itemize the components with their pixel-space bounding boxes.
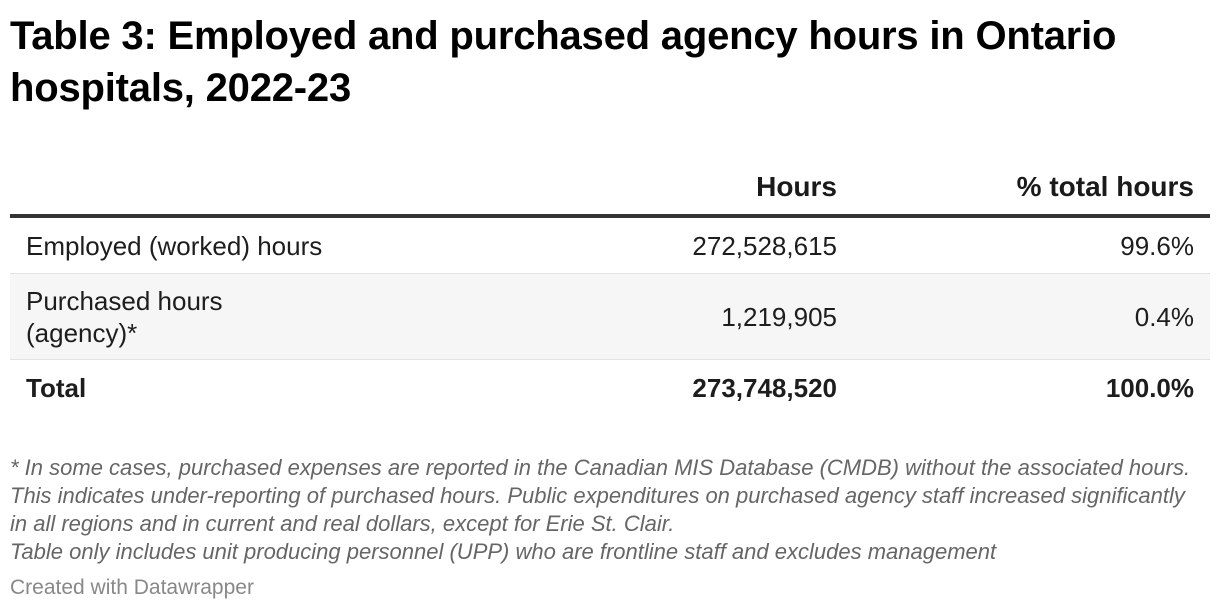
row-hours: 272,528,615 bbox=[692, 230, 837, 261]
table-row: Purchased hours (agency)* 1,219,905 0.4% bbox=[10, 274, 1210, 360]
row-label-line2: (agency)* bbox=[26, 317, 138, 348]
total-pct: 100.0% bbox=[1105, 372, 1194, 403]
row-pct: 0.4% bbox=[1134, 301, 1194, 332]
row-pct: 99.6% bbox=[1120, 230, 1194, 261]
header-pct-total-hours[interactable]: % total hours bbox=[1016, 171, 1194, 202]
total-hours: 273,748,520 bbox=[692, 372, 837, 403]
header-hours[interactable]: Hours bbox=[756, 171, 837, 202]
table-row: Employed (worked) hours 272,528,615 99.6… bbox=[10, 218, 1210, 274]
row-label-line1: Purchased hours bbox=[26, 285, 223, 316]
row-label: Employed (worked) hours bbox=[26, 230, 323, 261]
page-title: Table 3: Employed and purchased agency h… bbox=[10, 14, 1117, 110]
footnotes: * In some cases, purchased expenses are … bbox=[10, 454, 1205, 566]
row-label: Purchased hours (agency)* bbox=[10, 285, 600, 349]
footnote-agency: * In some cases, purchased expenses are … bbox=[10, 455, 1191, 536]
row-hours: 1,219,905 bbox=[721, 301, 837, 332]
table-total-row: Total 273,748,520 100.0% bbox=[10, 360, 1210, 415]
data-table: Hours % total hours Employed (worked) ho… bbox=[10, 160, 1210, 415]
datawrapper-credit[interactable]: Created with Datawrapper bbox=[10, 576, 254, 599]
total-label: Total bbox=[26, 372, 87, 403]
footnote-upp: Table only includes unit producing perso… bbox=[10, 539, 997, 564]
table-header-row: Hours % total hours bbox=[10, 160, 1210, 218]
